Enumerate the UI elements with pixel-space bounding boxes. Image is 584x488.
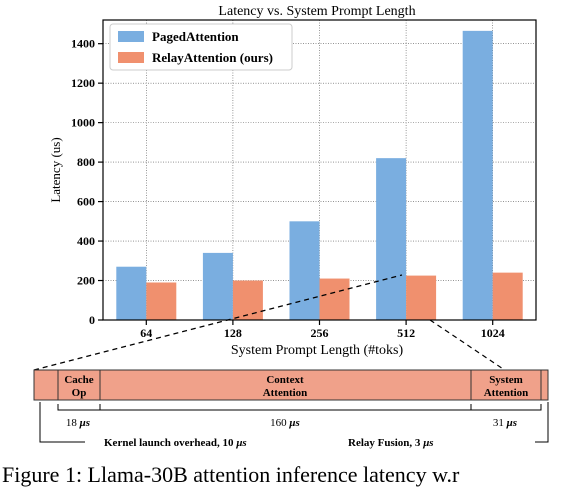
y-tick-label: 0 [89, 313, 95, 327]
figure-caption: Figure 1: Llama-30B attention inference … [2, 462, 460, 487]
segment-system-time: 31 μs [493, 417, 517, 429]
x-ticks-group: 64 128 256 512 1024 [140, 320, 505, 340]
x-tick-label: 1024 [481, 326, 505, 340]
bar-paged-128 [202, 252, 233, 320]
segment-system-label-2: Attention [484, 387, 529, 399]
bracket-relay-fusion [535, 402, 549, 443]
bracket-kernel-launch [39, 402, 85, 443]
y-tick-label: 200 [77, 274, 95, 288]
y-tick-label: 1400 [71, 37, 95, 51]
bar-paged-64 [116, 266, 147, 320]
bar-paged-256 [289, 221, 320, 320]
y-tick-label: 1200 [71, 76, 95, 90]
segment-context-label-1: Context [266, 374, 304, 386]
legend-swatch-paged [118, 31, 144, 42]
segment-system-label-1: System [489, 374, 523, 386]
zoom-line-left [33, 274, 403, 371]
segment-cache-label-2: Op [72, 387, 87, 399]
segment-context-time: 160 μs [270, 417, 300, 429]
x-tick-label: 256 [311, 326, 329, 340]
bars-group [116, 30, 523, 321]
segment-cache-label-1: Cache [64, 374, 93, 386]
x-tick-label: 64 [140, 326, 152, 340]
bar-relay-64 [146, 282, 177, 320]
x-axis-label: System Prompt Length (#toks) [231, 343, 404, 358]
bracket-context [99, 404, 472, 411]
y-tick-label: 1000 [71, 116, 95, 130]
y-axis-label: Latency (us) [48, 137, 63, 202]
bar-relay-1024 [492, 272, 523, 320]
segment-cache-time: 18 μs [66, 417, 90, 429]
relay-fusion-annotation: Relay Fusion, 3 μs [348, 437, 434, 449]
bracket-system [470, 404, 542, 411]
bar-relay-256 [319, 278, 350, 320]
bar-paged-1024 [462, 30, 493, 321]
x-tick-label: 128 [224, 326, 242, 340]
bracket-cache [57, 404, 101, 411]
y-tick-label: 600 [77, 195, 95, 209]
chart-title: Latency vs. System Prompt Length [218, 4, 415, 19]
time-brackets [39, 402, 549, 443]
x-tick-label: 512 [397, 326, 415, 340]
legend: PagedAttention RelayAttention (ours) [109, 23, 293, 71]
plot-frame [102, 19, 537, 321]
breakdown-bar: Cache Op Context Attention System Attent… [33, 369, 549, 401]
bar-relay-512 [406, 275, 437, 320]
legend-box [109, 23, 293, 71]
y-tick-label: 400 [77, 234, 95, 248]
legend-swatch-relay [118, 52, 144, 63]
segment-context-label-2: Attention [263, 387, 308, 399]
bar-paged-512 [376, 158, 407, 320]
breakdown-outer [33, 369, 549, 401]
y-tick-label: 800 [77, 155, 95, 169]
legend-label-relay: RelayAttention (ours) [152, 50, 273, 65]
legend-label-paged: PagedAttention [152, 29, 239, 44]
bar-relay-128 [232, 280, 263, 320]
kernel-launch-annotation: Kernel launch overhead, 10 μs [104, 437, 247, 449]
y-ticks-group: 0 200 400 600 800 1000 1200 1400 [71, 37, 103, 327]
